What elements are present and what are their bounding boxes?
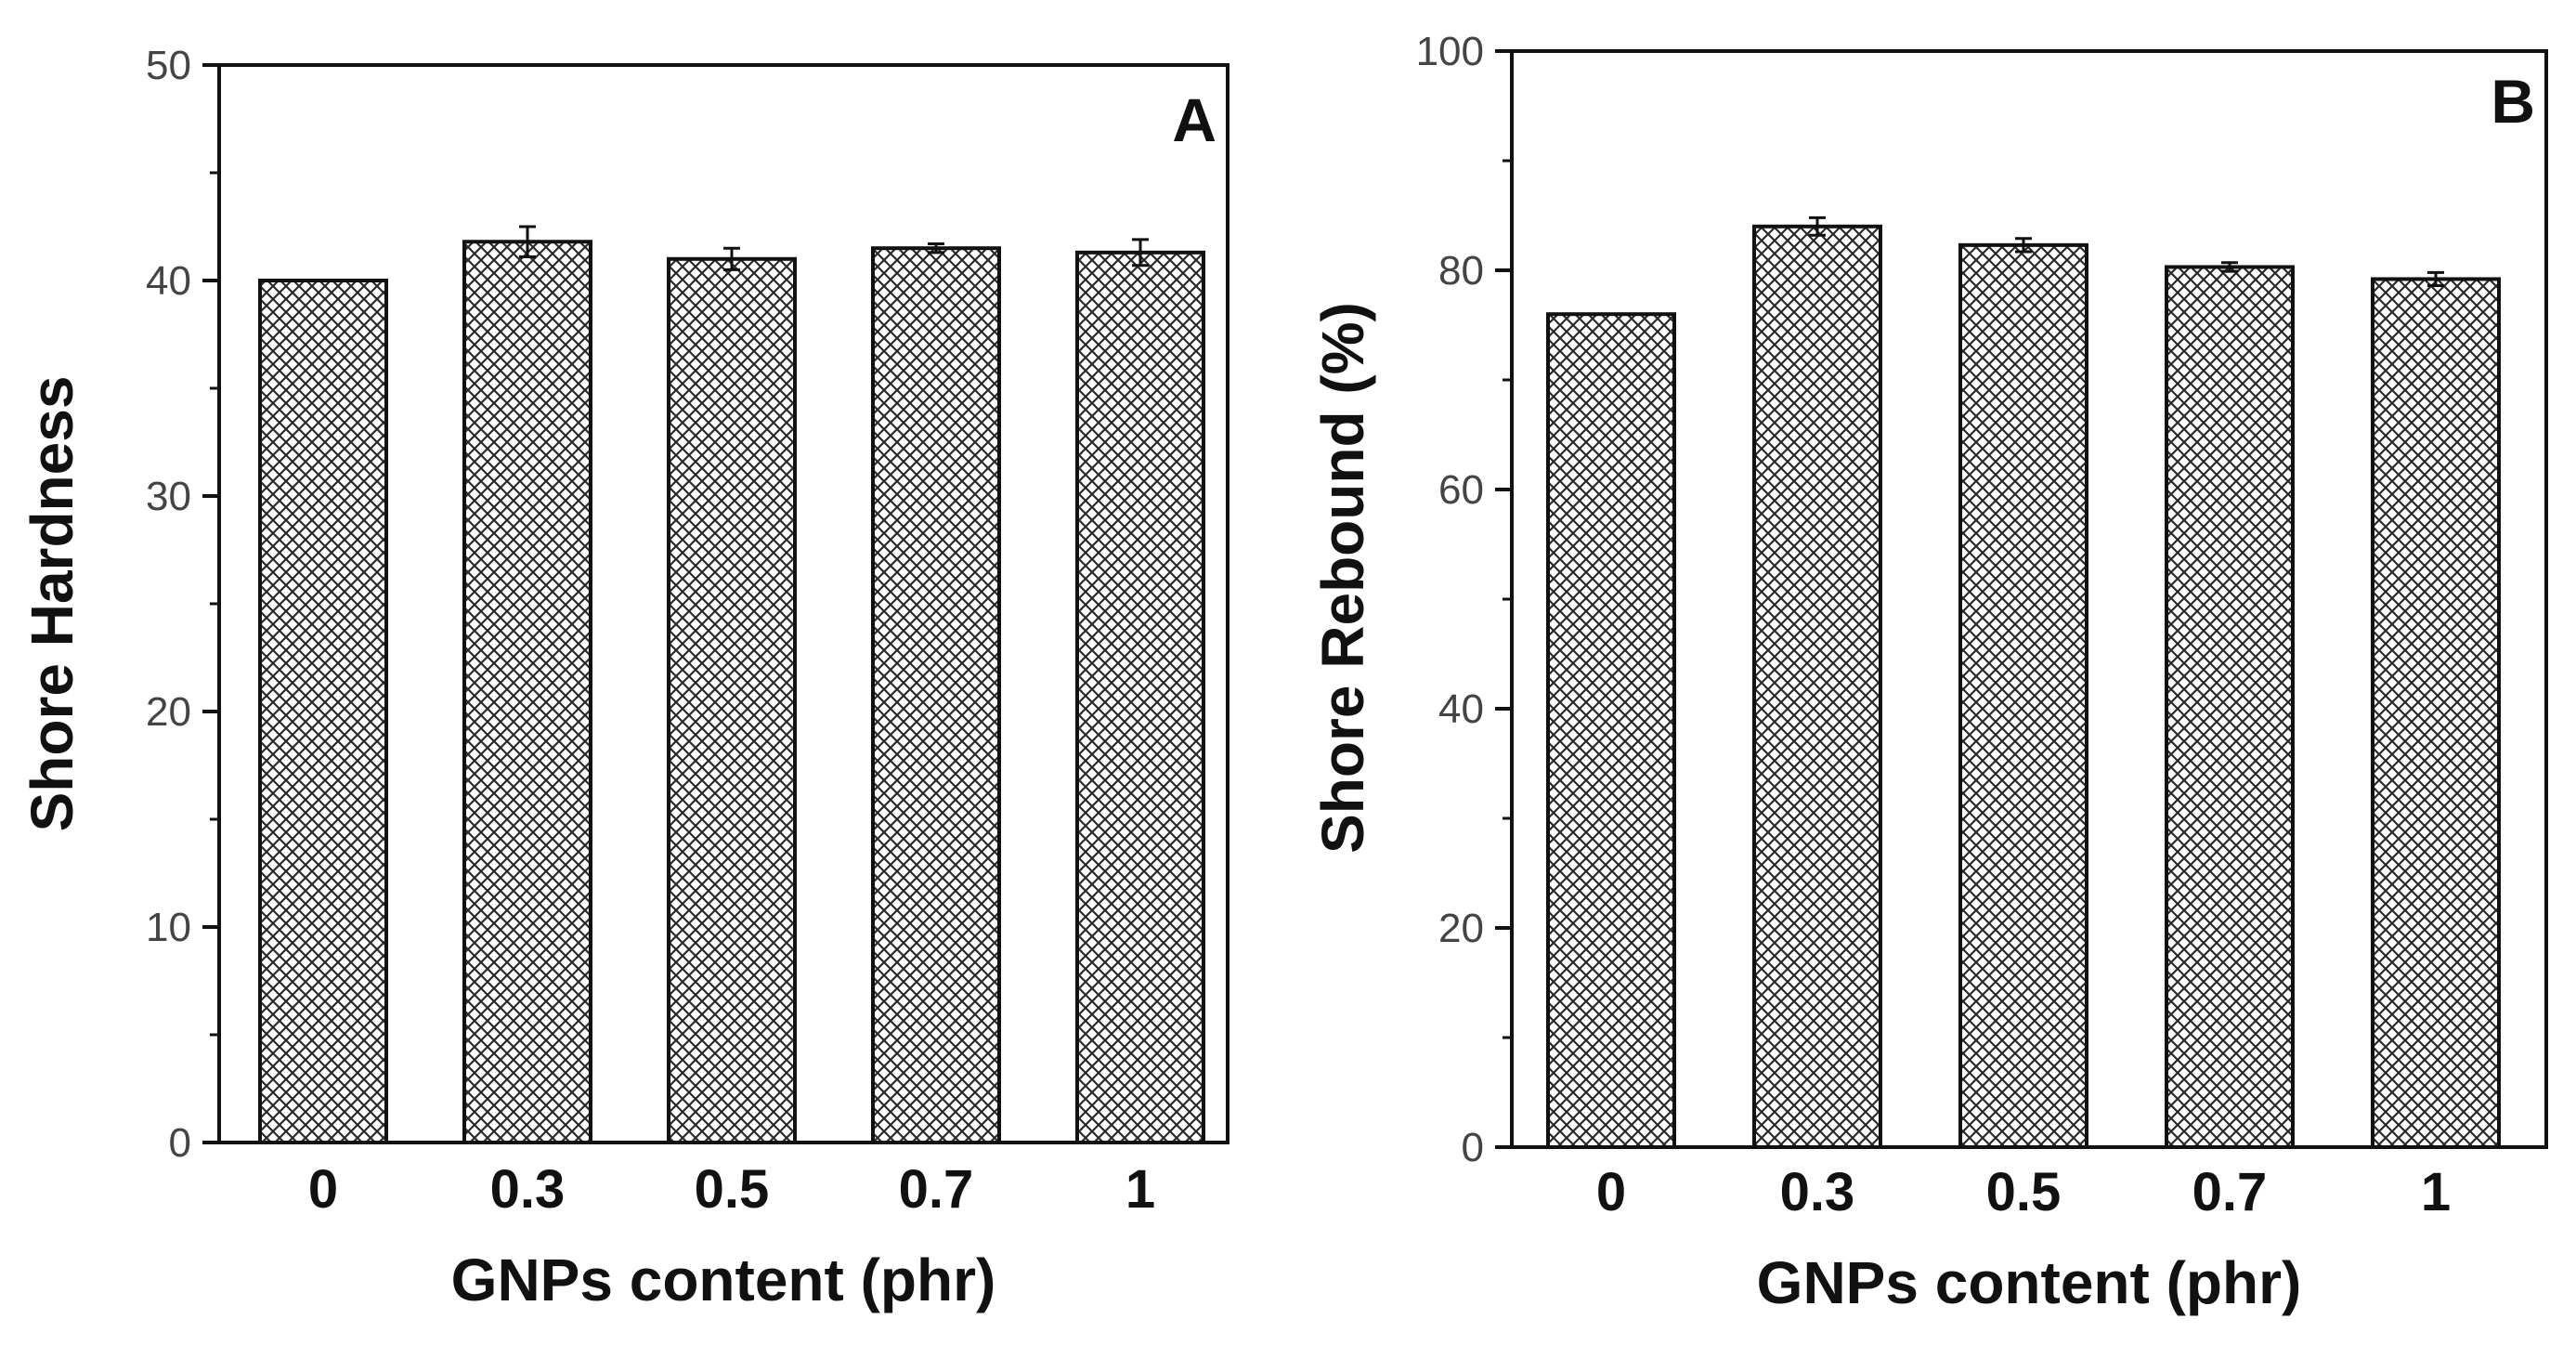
y-tick-label-b: 100 <box>1416 29 1484 74</box>
error-bar-a <box>928 242 944 255</box>
y-tick-label-b: 80 <box>1438 248 1484 294</box>
bar-a <box>258 279 388 1144</box>
y-tick-label-b: 20 <box>1438 906 1484 951</box>
bar-b <box>1546 312 1676 1149</box>
x-tick-label-b: 0.5 <box>1986 1162 2062 1222</box>
bar-b <box>1958 242 2088 1149</box>
x-tick-label-a: 0 <box>308 1159 338 1220</box>
bar-a <box>667 256 797 1144</box>
x-tick-label-b: 0.7 <box>2192 1162 2268 1222</box>
panel-label-b: B <box>2491 67 2535 136</box>
chart-panel-a: 0 10 20 30 40 50 0 0.3 0.5 0.7 1 A GNPs content (p… <box>19 43 1229 1313</box>
bar-a <box>462 240 592 1144</box>
y-tick-label-a: 40 <box>146 258 191 304</box>
chart-panel-b: 0 20 40 60 80 100 0 0.3 0.5 0.7 1 B GNPs content (… <box>1309 29 2548 1316</box>
y-tick-label-a: 10 <box>146 905 191 950</box>
x-axis-title-b: GNPs content (phr) <box>1757 1249 2302 1316</box>
error-bar-a <box>519 225 536 258</box>
y-tick-label-a: 30 <box>146 474 191 519</box>
bar-b <box>2165 265 2295 1149</box>
x-tick-label-a: 0.3 <box>490 1159 566 1220</box>
error-bar-b <box>1809 215 1826 237</box>
x-tick-label-b: 0.3 <box>1780 1162 1855 1222</box>
y-tick-label-b: 0 <box>1462 1125 1484 1170</box>
bar-a <box>871 246 1001 1144</box>
error-bar-b <box>2221 261 2238 273</box>
y-tick-label-a: 0 <box>169 1120 191 1166</box>
y-tick-label-a: 20 <box>146 689 191 735</box>
x-tick-label-a: 0.7 <box>899 1159 974 1220</box>
y-tick-label-a: 50 <box>146 43 191 88</box>
error-bar-a <box>723 246 740 271</box>
x-axis-title-a: GNPs content (phr) <box>451 1247 996 1313</box>
error-bar-b <box>2015 237 2032 254</box>
y-tick-label-b: 40 <box>1438 686 1484 732</box>
x-tick-label-b: 0 <box>1596 1162 1626 1222</box>
bar-a <box>1075 250 1205 1144</box>
x-tick-label-a: 1 <box>1125 1159 1155 1220</box>
error-bar-b <box>2427 270 2444 288</box>
x-tick-label-b: 1 <box>2421 1162 2451 1222</box>
bar-b <box>1752 224 1882 1150</box>
y-tick-label-b: 60 <box>1438 467 1484 513</box>
y-axis-title-a: Shore Hardness <box>19 376 85 832</box>
error-bar-a <box>1132 238 1149 268</box>
y-axis-title-b: Shore Rebound (%) <box>1309 302 1376 854</box>
panel-label-a: A <box>1172 85 1216 154</box>
bar-b <box>2371 277 2501 1149</box>
x-tick-label-a: 0.5 <box>695 1159 770 1220</box>
